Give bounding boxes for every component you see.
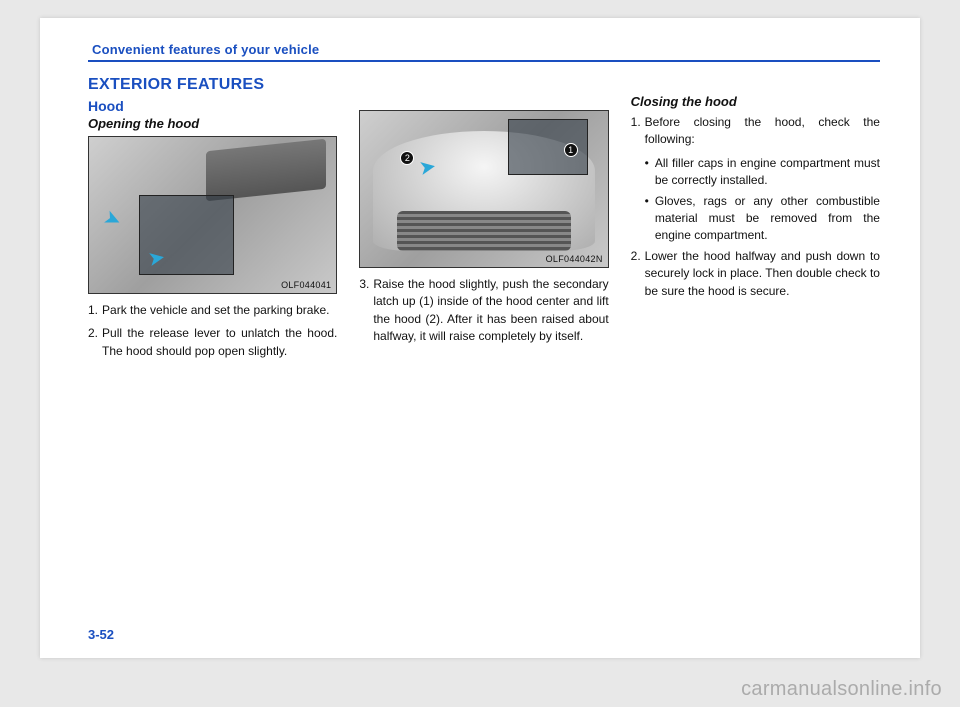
step-3: 3. Raise the hood slightly, push the sec…	[359, 276, 608, 346]
step-number: 1.	[631, 114, 641, 149]
watermark: carmanualsonline.info	[741, 678, 942, 701]
opening-step-3: 3. Raise the hood slightly, push the sec…	[359, 276, 608, 346]
bullet-text: Gloves, rags or any other combustible ma…	[655, 193, 880, 245]
spacer	[631, 76, 880, 94]
header-rule	[88, 60, 880, 62]
column-1: EXTERIOR FEATURES Hood Opening the hood …	[88, 76, 337, 366]
step-number: 2.	[631, 248, 641, 300]
step-number: 1.	[88, 302, 98, 319]
step-1: 1. Park the vehicle and set the parking …	[88, 302, 337, 319]
header-section-label: Convenient features of your vehicle	[92, 42, 880, 57]
closing-bullet-2: • Gloves, rags or any other combustible …	[645, 193, 880, 245]
column-2: 1 2 ➤ OLF044042N 3. Raise the hood sligh…	[359, 76, 608, 366]
figure-hood-latch-front: 1 2 ➤ OLF044042N	[359, 110, 608, 268]
closing-bullet-1: • All filler caps in engine compartment …	[645, 155, 880, 190]
figure2-grille-shape	[397, 211, 570, 251]
step-text: Raise the hood slightly, push the second…	[373, 276, 608, 346]
closing-step-2: 2. Lower the hood halfway and push down …	[631, 248, 880, 300]
bullet-dot: •	[645, 155, 649, 190]
callout-marker-1: 1	[564, 143, 578, 157]
bullet-text: All filler caps in engine compartment mu…	[655, 155, 880, 190]
arrow-icon: ➤	[101, 207, 124, 232]
step-text: Lower the hood halfway and push down to …	[645, 248, 880, 300]
step-text: Park the vehicle and set the parking bra…	[102, 302, 337, 319]
step-number: 2.	[88, 325, 98, 360]
step-text: Pull the release lever to unlatch the ho…	[102, 325, 337, 360]
hood-heading: Hood	[88, 98, 337, 114]
step-text: Before closing the hood, check the follo…	[645, 114, 880, 149]
figure1-dashboard-shape	[206, 139, 326, 202]
figure1-caption: OLF044041	[281, 280, 331, 290]
page-number: 3-52	[88, 627, 114, 642]
column-3: Closing the hood 1. Before closing the h…	[631, 76, 880, 366]
step-2: 2. Pull the release lever to unlatch the…	[88, 325, 337, 360]
section-title: EXTERIOR FEATURES	[88, 76, 337, 94]
closing-steps: 1. Before closing the hood, check the fo…	[631, 114, 880, 300]
content-columns: EXTERIOR FEATURES Hood Opening the hood …	[88, 76, 880, 366]
manual-page: Convenient features of your vehicle EXTE…	[40, 18, 920, 658]
opening-heading: Opening the hood	[88, 116, 337, 131]
opening-steps-1-2: 1. Park the vehicle and set the parking …	[88, 302, 337, 360]
closing-step-1: 1. Before closing the hood, check the fo…	[631, 114, 880, 149]
closing-heading: Closing the hood	[631, 94, 880, 109]
bullet-dot: •	[645, 193, 649, 245]
spacer	[359, 76, 608, 110]
figure-hood-release-lever: ➤ ➤ OLF044041	[88, 136, 337, 294]
figure2-caption: OLF044042N	[546, 254, 603, 264]
step-number: 3.	[359, 276, 369, 346]
